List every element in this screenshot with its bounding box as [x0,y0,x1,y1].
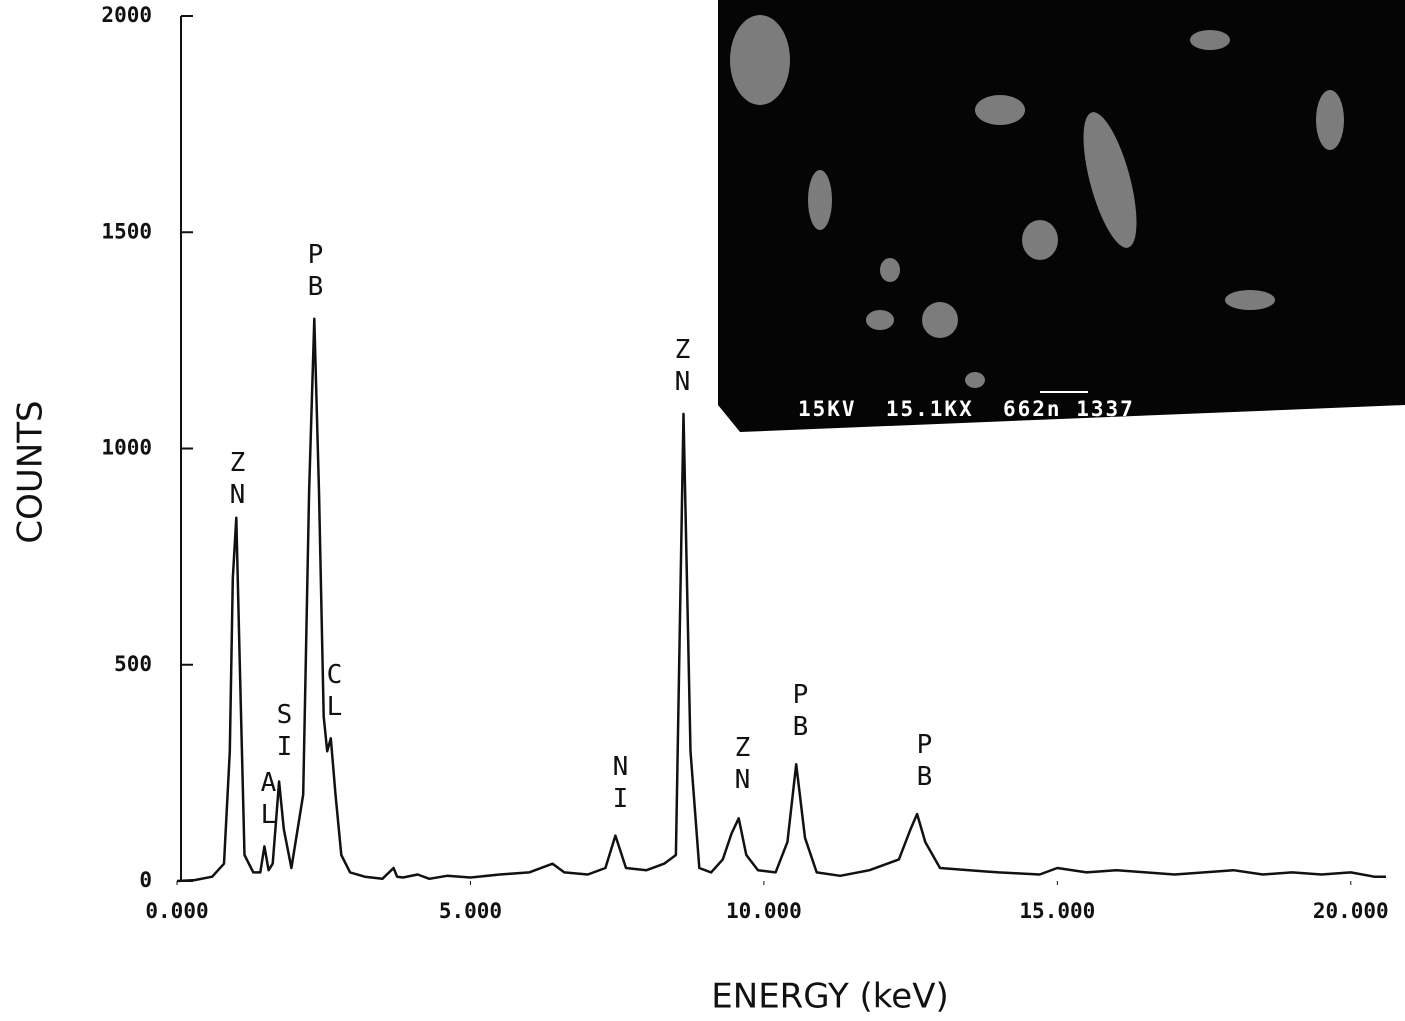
inset-caption: 15KV 15.1KX 662n 1337 [798,397,1135,421]
y-tick-label: 1500 [101,219,152,243]
y-tick-label: 0 [139,868,152,892]
peak-label: ZN [668,335,698,399]
spectrum-line [176,317,1386,883]
peak-label: PB [786,680,816,744]
x-tick-label: 20.000 [1313,899,1389,923]
sem-texture [730,15,1344,388]
peak-label: ZN [223,448,253,512]
x-tick-label: 10.000 [726,899,802,923]
y-tick-label: 500 [114,652,152,676]
x-axis-label: ENERGY (keV) [711,977,948,1017]
peak-label: PB [301,240,331,304]
x-tick-label: 5.000 [439,899,502,923]
sem-inset: 15KV 15.1KX 662n 1337 [718,0,1405,432]
peak-label: SI [270,700,300,764]
peak-label: AL [254,768,284,832]
x-tick-label: 0.000 [145,899,208,923]
peak-label: PB [910,730,940,794]
peak-label: CL [320,660,350,724]
y-tick-label: 2000 [101,3,152,27]
peak-label: NI [606,752,636,816]
x-tick-label: 15.000 [1019,899,1095,923]
y-tick-label: 1000 [101,436,152,460]
peak-label: ZN [728,733,758,797]
y-axis-label: COUNTS [11,400,51,543]
